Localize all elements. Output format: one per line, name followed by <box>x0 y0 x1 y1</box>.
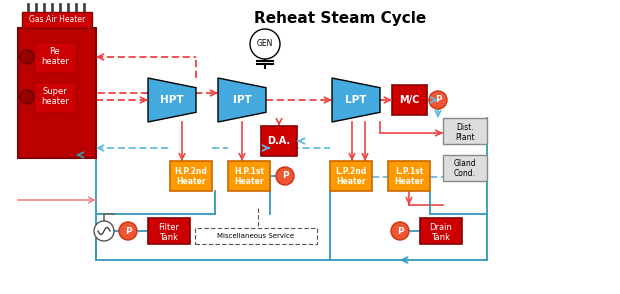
Bar <box>443 118 487 144</box>
Bar <box>148 218 190 244</box>
Text: Heater: Heater <box>394 178 424 186</box>
Circle shape <box>429 91 447 109</box>
Bar <box>443 155 487 181</box>
Text: Gas Air Heater: Gas Air Heater <box>29 16 85 24</box>
Text: Heater: Heater <box>336 178 366 186</box>
Text: P: P <box>435 96 441 104</box>
Text: Filter: Filter <box>159 223 180 231</box>
Text: IPT: IPT <box>232 95 251 105</box>
Text: LPT: LPT <box>345 95 367 105</box>
Text: Heater: Heater <box>176 178 206 186</box>
Polygon shape <box>218 78 266 122</box>
Circle shape <box>119 222 137 240</box>
Text: HPT: HPT <box>160 95 184 105</box>
Bar <box>330 161 372 191</box>
Text: M/C: M/C <box>399 95 419 105</box>
Text: Dist.: Dist. <box>456 123 474 131</box>
Bar <box>195 228 317 244</box>
Bar <box>34 82 76 112</box>
Bar <box>228 161 270 191</box>
Bar <box>22 12 92 28</box>
Text: Drain: Drain <box>430 223 453 231</box>
Text: L.P.2nd: L.P.2nd <box>335 166 366 176</box>
Text: Tank: Tank <box>159 233 179 241</box>
Text: D.A.: D.A. <box>267 136 291 146</box>
Circle shape <box>20 90 34 104</box>
Text: P: P <box>125 226 131 235</box>
Bar <box>392 85 427 115</box>
Bar <box>34 42 76 72</box>
Text: heater: heater <box>41 56 69 66</box>
Text: Tank: Tank <box>432 233 451 241</box>
Text: Gland: Gland <box>454 160 476 168</box>
Circle shape <box>276 167 294 185</box>
Circle shape <box>20 50 34 64</box>
Circle shape <box>94 221 114 241</box>
Polygon shape <box>332 78 380 122</box>
Text: H.P.1st: H.P.1st <box>234 166 264 176</box>
Text: Plant: Plant <box>455 133 475 141</box>
Text: L.P.1st: L.P.1st <box>395 166 423 176</box>
Bar <box>170 161 212 191</box>
Text: Re: Re <box>50 48 60 56</box>
Text: Heater: Heater <box>234 178 264 186</box>
Circle shape <box>250 29 280 59</box>
Circle shape <box>391 222 409 240</box>
Polygon shape <box>148 78 196 122</box>
Text: GEN: GEN <box>257 39 273 49</box>
Bar <box>18 28 96 158</box>
Bar <box>388 161 430 191</box>
Text: heater: heater <box>41 96 69 106</box>
Text: Super: Super <box>43 88 68 96</box>
Text: Cond.: Cond. <box>454 170 476 178</box>
Text: P: P <box>397 226 404 235</box>
Text: Miscellaneous Service: Miscellaneous Service <box>218 233 294 239</box>
Bar <box>420 218 462 244</box>
Text: Reheat Steam Cycle: Reheat Steam Cycle <box>254 11 426 26</box>
Text: H.P.2nd: H.P.2nd <box>175 166 208 176</box>
Text: P: P <box>281 171 288 181</box>
Bar <box>261 126 297 156</box>
